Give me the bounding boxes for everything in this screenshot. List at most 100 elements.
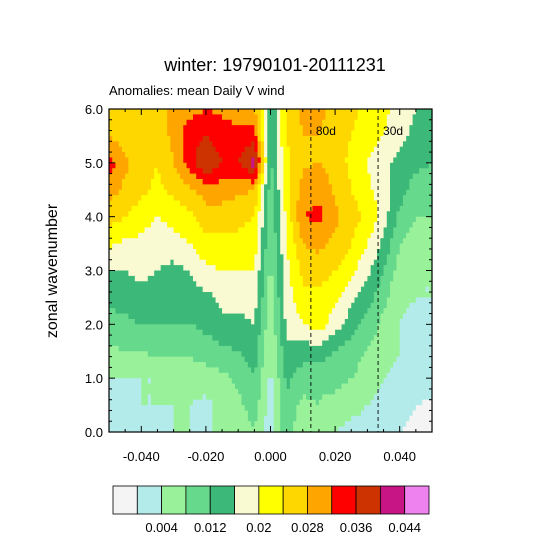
heatmap-cell xyxy=(360,318,381,325)
heatmap-cell xyxy=(399,324,433,331)
heatmap-cell xyxy=(276,135,281,142)
heatmap-cell xyxy=(370,399,423,406)
heatmap-cell xyxy=(267,130,278,137)
heatmap-cell xyxy=(283,362,304,368)
heatmap-cell xyxy=(273,216,281,223)
heatmap-cell xyxy=(351,415,410,422)
heatmap-cell xyxy=(212,399,243,406)
heatmap-cell xyxy=(267,205,275,212)
heatmap-cell xyxy=(289,189,301,196)
heatmap-cell xyxy=(283,205,291,212)
heatmap-cell xyxy=(260,318,268,325)
heatmap-cell xyxy=(283,367,297,374)
heatmap-cell xyxy=(170,141,184,148)
heatmap-cell xyxy=(247,410,259,417)
heatmap-cell xyxy=(390,367,433,374)
heatmap-cell xyxy=(286,130,304,137)
heatmap-cell xyxy=(328,178,352,185)
colorbar-swatch xyxy=(185,485,211,515)
heatmap-cell xyxy=(205,200,223,207)
heatmap-cell xyxy=(215,146,246,153)
heatmap-cell xyxy=(257,415,265,422)
heatmap-cell xyxy=(386,114,414,121)
heatmap-cell xyxy=(267,222,275,229)
heatmap-cell xyxy=(283,152,291,159)
heatmap-cell xyxy=(399,351,433,358)
heatmap-cell xyxy=(396,265,433,272)
heatmap-cell xyxy=(386,216,398,223)
heatmap-cell xyxy=(202,329,262,336)
heatmap-cell xyxy=(383,130,410,137)
heatmap-cell xyxy=(257,125,262,132)
heatmap-cell xyxy=(173,152,184,159)
heatmap-cell xyxy=(267,211,275,218)
heatmap-cell xyxy=(267,286,275,293)
heatmap-cell xyxy=(276,157,285,164)
heatmap-cell xyxy=(276,340,281,347)
heatmap-cell xyxy=(380,318,401,325)
heatmap-cell xyxy=(280,421,294,428)
heatmap-cell xyxy=(196,216,252,223)
heatmap-cell xyxy=(373,292,391,299)
heatmap-cell xyxy=(296,367,359,374)
heatmap-cell xyxy=(348,313,365,320)
heatmap-cell xyxy=(267,216,275,223)
heatmap-cell xyxy=(286,222,294,229)
heatmap-cell xyxy=(348,146,375,153)
heatmap-cell xyxy=(257,216,265,223)
heatmap-cell xyxy=(109,227,146,234)
heatmap-cell xyxy=(306,394,323,401)
heatmap-cell xyxy=(109,378,142,385)
heatmap-cell xyxy=(212,292,259,299)
heatmap-cell xyxy=(276,270,285,277)
heatmap-cell xyxy=(257,297,262,304)
heatmap-cell xyxy=(141,383,236,390)
heatmap-cell xyxy=(280,232,288,239)
heatmap-cell xyxy=(260,195,265,202)
colorbar-swatch xyxy=(307,485,333,515)
heatmap-cell xyxy=(283,302,297,309)
heatmap-cell xyxy=(267,168,272,175)
heatmap-cell xyxy=(257,243,262,250)
heatmap-cell xyxy=(257,281,265,288)
heatmap-cell xyxy=(293,372,356,379)
heatmap-cell xyxy=(205,259,255,266)
heatmap-cell xyxy=(383,378,433,385)
heatmap-cell xyxy=(280,324,288,331)
heatmap-cell xyxy=(276,356,285,363)
heatmap-cell xyxy=(348,248,365,255)
heatmap-cell xyxy=(270,173,275,180)
heatmap-cell xyxy=(260,367,278,374)
heatmap-cell xyxy=(390,286,427,293)
heatmap-cell xyxy=(344,254,362,261)
heatmap-cell xyxy=(257,238,262,245)
heatmap-cell xyxy=(383,270,394,277)
heatmap-cell xyxy=(293,286,346,293)
heatmap-cell xyxy=(260,141,265,148)
heatmap-cell xyxy=(312,162,323,169)
heatmap-cell xyxy=(299,109,327,115)
heatmap-cell xyxy=(160,178,184,185)
heatmap-cell xyxy=(189,270,259,277)
heatmap-cell xyxy=(257,248,262,255)
heatmap-cell xyxy=(196,152,220,159)
heatmap-cell xyxy=(264,162,268,169)
heatmap-cell xyxy=(138,200,181,207)
heatmap-cell xyxy=(173,426,191,433)
heatmap-cell xyxy=(254,254,262,261)
heatmap-cell xyxy=(109,421,175,428)
heatmap-cell xyxy=(267,152,278,159)
heatmap-cell xyxy=(254,308,262,315)
heatmap-cell xyxy=(386,297,417,304)
heatmap-cell xyxy=(331,351,365,358)
heatmap-cell xyxy=(338,297,356,304)
heatmap-cell xyxy=(283,259,291,266)
heatmap-cell xyxy=(170,135,184,142)
heatmap-cell xyxy=(257,232,262,239)
heatmap-cell xyxy=(131,205,188,212)
heatmap-cell xyxy=(360,286,378,293)
heatmap-cell xyxy=(254,141,259,148)
heatmap-cell xyxy=(118,141,171,148)
heatmap-cell xyxy=(322,205,339,212)
heatmap-cell xyxy=(367,238,381,245)
